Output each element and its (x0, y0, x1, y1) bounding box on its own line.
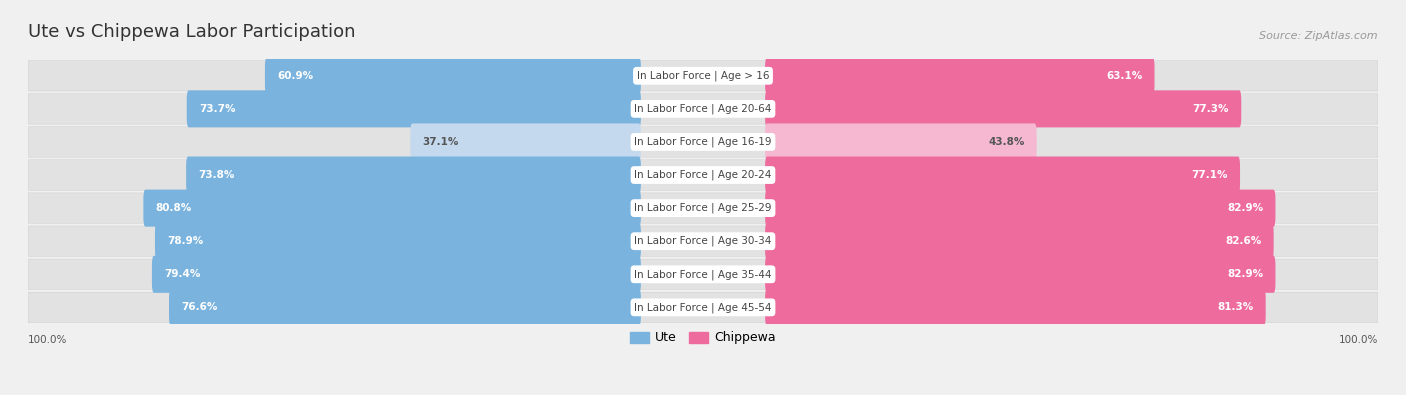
FancyBboxPatch shape (28, 193, 1378, 223)
Text: 77.3%: 77.3% (1192, 104, 1229, 114)
FancyBboxPatch shape (155, 223, 641, 260)
Text: 82.6%: 82.6% (1225, 236, 1261, 246)
FancyBboxPatch shape (765, 256, 1275, 293)
Text: In Labor Force | Age 20-64: In Labor Force | Age 20-64 (634, 103, 772, 114)
FancyBboxPatch shape (765, 123, 1036, 160)
FancyBboxPatch shape (411, 123, 641, 160)
FancyBboxPatch shape (765, 156, 1240, 194)
FancyBboxPatch shape (765, 289, 1265, 326)
Text: 63.1%: 63.1% (1107, 71, 1143, 81)
Text: 73.7%: 73.7% (198, 104, 235, 114)
Text: In Labor Force | Age 45-54: In Labor Force | Age 45-54 (634, 302, 772, 312)
Text: 77.1%: 77.1% (1191, 170, 1227, 180)
FancyBboxPatch shape (765, 190, 1275, 227)
Text: Source: ZipAtlas.com: Source: ZipAtlas.com (1260, 31, 1378, 41)
FancyBboxPatch shape (264, 57, 641, 94)
FancyBboxPatch shape (765, 223, 1274, 260)
FancyBboxPatch shape (186, 156, 641, 194)
Text: 100.0%: 100.0% (1339, 335, 1378, 346)
FancyBboxPatch shape (765, 90, 1241, 128)
FancyBboxPatch shape (169, 289, 641, 326)
FancyBboxPatch shape (28, 160, 1378, 190)
Text: 76.6%: 76.6% (181, 302, 218, 312)
FancyBboxPatch shape (28, 94, 1378, 124)
Text: 80.8%: 80.8% (156, 203, 191, 213)
FancyBboxPatch shape (143, 190, 641, 227)
Text: Ute vs Chippewa Labor Participation: Ute vs Chippewa Labor Participation (28, 23, 356, 41)
Text: 37.1%: 37.1% (422, 137, 458, 147)
Text: 81.3%: 81.3% (1218, 302, 1254, 312)
Legend: Ute, Chippewa: Ute, Chippewa (626, 326, 780, 350)
Text: 82.9%: 82.9% (1227, 269, 1264, 279)
FancyBboxPatch shape (28, 292, 1378, 323)
FancyBboxPatch shape (28, 259, 1378, 290)
Text: 43.8%: 43.8% (988, 137, 1025, 147)
Text: 82.9%: 82.9% (1227, 203, 1264, 213)
Text: 79.4%: 79.4% (165, 269, 201, 279)
Text: 100.0%: 100.0% (28, 335, 67, 346)
Text: In Labor Force | Age 25-29: In Labor Force | Age 25-29 (634, 203, 772, 213)
Text: In Labor Force | Age > 16: In Labor Force | Age > 16 (637, 71, 769, 81)
Text: 73.8%: 73.8% (198, 170, 235, 180)
Text: In Labor Force | Age 20-24: In Labor Force | Age 20-24 (634, 170, 772, 180)
Text: 60.9%: 60.9% (277, 71, 314, 81)
Text: In Labor Force | Age 30-34: In Labor Force | Age 30-34 (634, 236, 772, 246)
FancyBboxPatch shape (187, 90, 641, 128)
Text: In Labor Force | Age 16-19: In Labor Force | Age 16-19 (634, 137, 772, 147)
Text: In Labor Force | Age 35-44: In Labor Force | Age 35-44 (634, 269, 772, 280)
Text: 78.9%: 78.9% (167, 236, 204, 246)
FancyBboxPatch shape (28, 60, 1378, 91)
FancyBboxPatch shape (28, 127, 1378, 157)
FancyBboxPatch shape (152, 256, 641, 293)
FancyBboxPatch shape (765, 57, 1154, 94)
FancyBboxPatch shape (28, 226, 1378, 256)
